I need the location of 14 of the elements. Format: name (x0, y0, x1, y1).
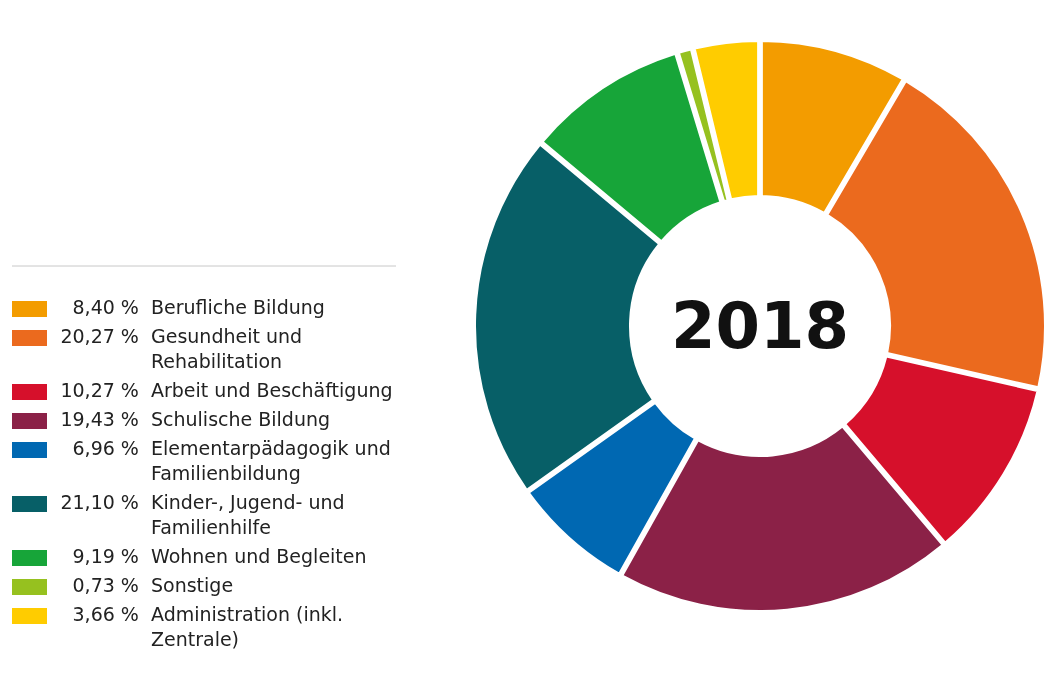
legend-label: 21,10 % Kinder-, Jugend- und Familienhilfe (60, 491, 345, 538)
donut-slice (527, 401, 696, 575)
legend-label: 8,40 % Berufliche Bildung (72, 296, 325, 318)
legend-label: 19,43 % Schulische Bildung (60, 408, 331, 430)
donut-slice (760, 40, 904, 214)
legend-label: 9,19 % Wohnen und Begleiten (72, 545, 367, 567)
text: 2018 (670, 289, 850, 363)
legend-label: 20,27 % Gesundheit und Rehabilitation (60, 325, 303, 372)
donut-slice (474, 143, 661, 491)
legend-label: 10,27 % Arbeit und Beschäftigung (60, 379, 393, 401)
legend-label: 6,96 % Elementarpädagogik und Familienbildung (72, 437, 391, 484)
donut-slice (621, 425, 944, 612)
legend-label: 3,66 % Administration (inkl. Zentrale) (72, 603, 344, 650)
legend-label: 0,73 % Sonstige (72, 574, 234, 596)
